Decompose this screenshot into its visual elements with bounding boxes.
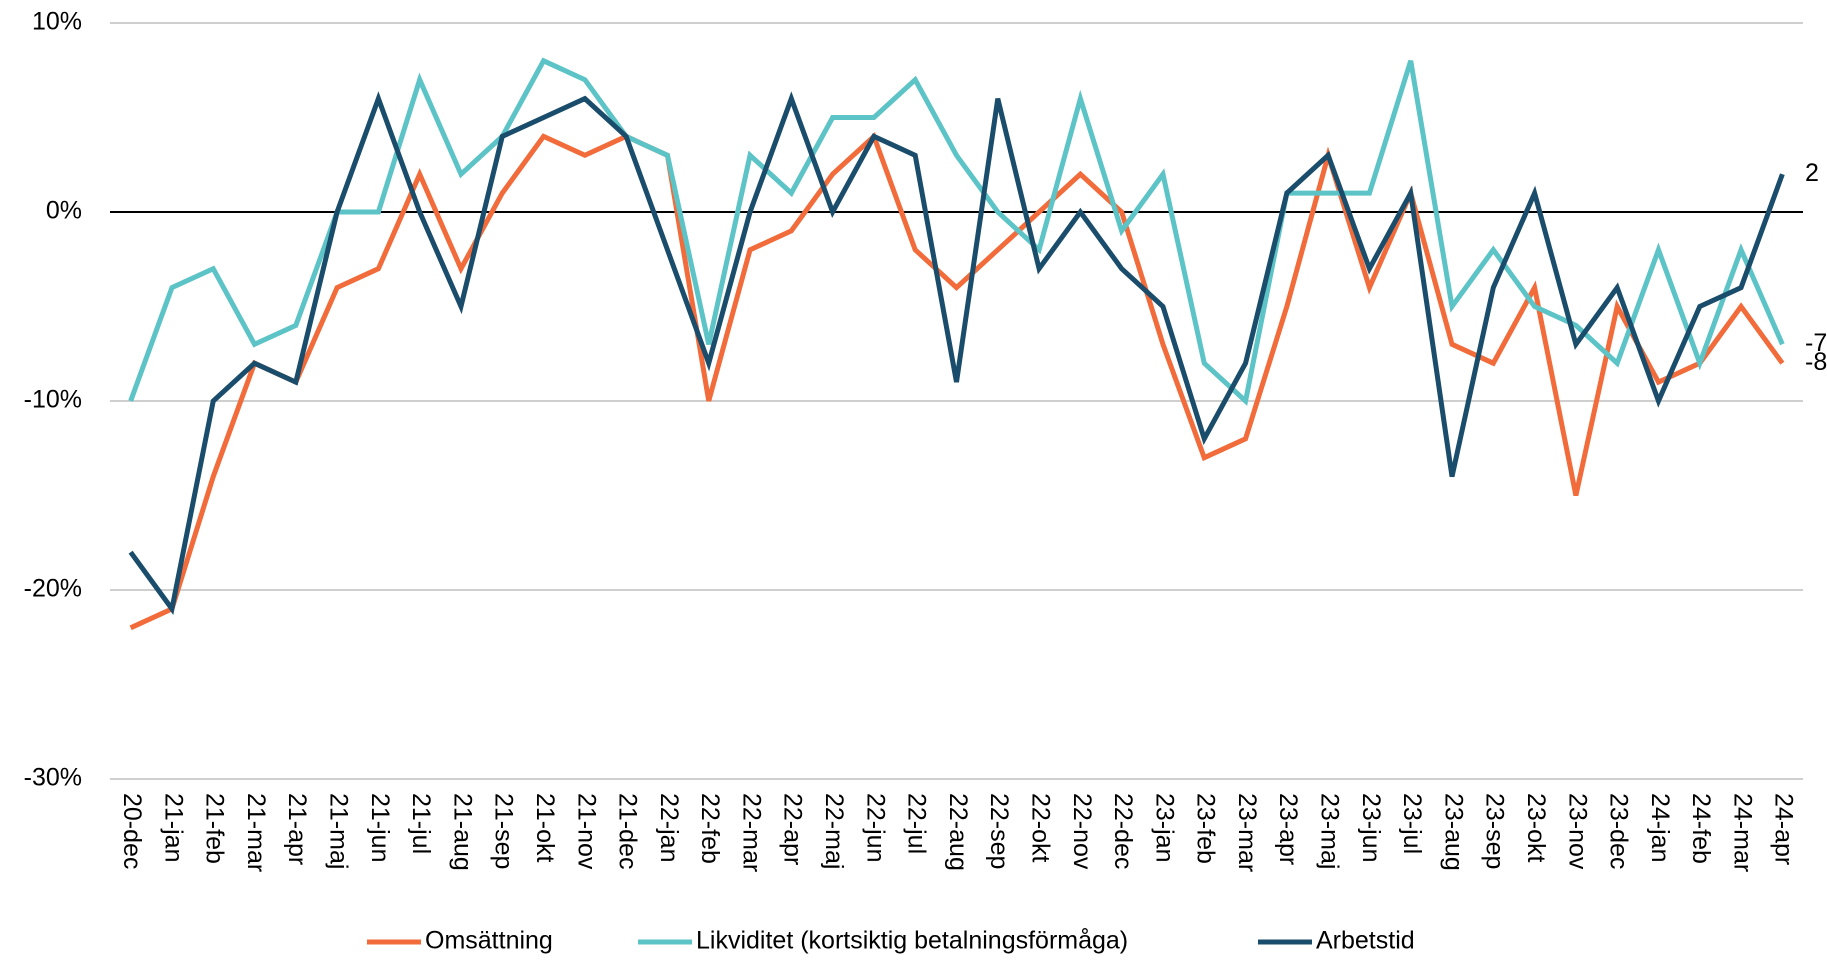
x-tick-label: 20-dec bbox=[118, 793, 146, 869]
x-tick-label: 21-jul bbox=[407, 793, 435, 854]
x-tick-label: 21-okt bbox=[531, 793, 559, 863]
legend-label: Arbetstid bbox=[1316, 927, 1415, 955]
data-line bbox=[128, 57, 1785, 406]
x-tick-label: 22-nov bbox=[1068, 793, 1096, 870]
x-tick-label: 22-jun bbox=[861, 793, 889, 863]
y-tick-label: 10% bbox=[32, 8, 82, 36]
data-line bbox=[129, 132, 1785, 631]
y-tick-label: -10% bbox=[24, 386, 82, 414]
x-tick-label: 24-apr bbox=[1770, 793, 1798, 865]
x-tick-label: 21-dec bbox=[614, 793, 642, 869]
x-tick-label: 23-nov bbox=[1563, 793, 1591, 870]
x-tick-label: 23-apr bbox=[1274, 793, 1302, 865]
y-tick-label: -30% bbox=[24, 764, 82, 792]
x-tick-label: 21-jan bbox=[159, 793, 187, 863]
y-tick-label: -20% bbox=[24, 575, 82, 603]
x-tick-label: 23-jul bbox=[1398, 793, 1426, 854]
x-tick-label: 23-jan bbox=[1150, 793, 1178, 863]
x-tick-label: 22-mar bbox=[737, 793, 765, 872]
x-tick-label: 22-feb bbox=[696, 793, 724, 864]
data-label: -8 bbox=[1805, 348, 1827, 376]
x-tick-label: 22-okt bbox=[1026, 793, 1054, 863]
data-label: 2 bbox=[1805, 159, 1819, 187]
x-tick-label: 22-jan bbox=[655, 793, 683, 863]
x-tick-label: 21-maj bbox=[325, 793, 353, 869]
x-tick-label: 21-apr bbox=[283, 793, 311, 865]
x-tick-label: 24-mar bbox=[1728, 793, 1756, 872]
x-tick-label: 23-mar bbox=[1233, 793, 1261, 872]
legend-label: Omsättning bbox=[425, 927, 553, 955]
x-tick-label: 21-nov bbox=[572, 793, 600, 870]
x-tick-label: 22-aug bbox=[944, 793, 972, 871]
x-tick-label: 21-mar bbox=[242, 793, 270, 872]
data-label: -7 bbox=[1805, 329, 1827, 357]
x-tick-label: 23-okt bbox=[1522, 793, 1550, 863]
x-tick-label: 24-jan bbox=[1646, 793, 1674, 863]
x-tick-label: 23-dec bbox=[1605, 793, 1633, 869]
x-tick-label: 22-jul bbox=[903, 793, 931, 854]
x-tick-label: 23-aug bbox=[1439, 793, 1467, 871]
x-tick-label: 21-jun bbox=[366, 793, 394, 863]
x-tick-label: 22-sep bbox=[985, 793, 1013, 869]
x-tick-label: 23-sep bbox=[1481, 793, 1509, 869]
x-tick-label: 21-sep bbox=[490, 793, 518, 869]
x-tick-label: 22-maj bbox=[820, 793, 848, 869]
y-tick-label: 0% bbox=[46, 197, 82, 225]
legend-label: Likviditet (kortsiktig betalningsförmåga… bbox=[696, 927, 1128, 955]
x-tick-label: 23-feb bbox=[1192, 793, 1220, 864]
x-tick-label: 24-feb bbox=[1687, 793, 1715, 864]
x-tick-label: 23-jun bbox=[1357, 793, 1385, 863]
x-tick-label: 21-feb bbox=[201, 793, 229, 864]
x-tick-label: 21-aug bbox=[448, 793, 476, 871]
x-tick-label: 22-dec bbox=[1109, 793, 1137, 869]
data-line bbox=[128, 91, 1785, 615]
x-tick-label: 22-apr bbox=[779, 793, 807, 865]
x-tick-label: 23-maj bbox=[1316, 793, 1344, 869]
